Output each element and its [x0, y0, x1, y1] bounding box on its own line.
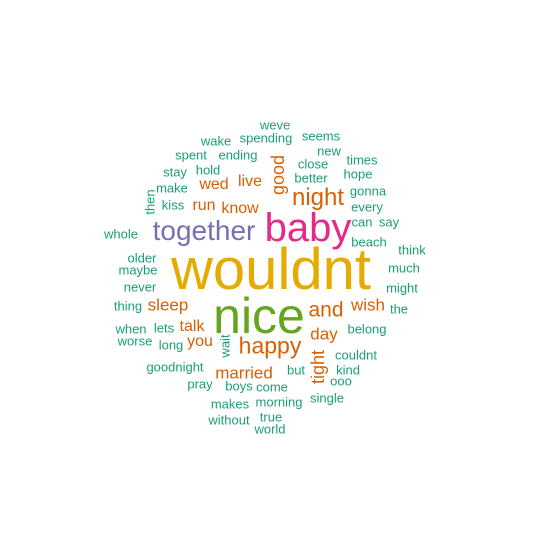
word-boys: boys [225, 378, 253, 394]
word-make: make [156, 180, 188, 196]
word-hope: hope [343, 166, 373, 182]
word-might: might [386, 280, 418, 296]
word-ending: ending [218, 147, 258, 163]
word-much: much [388, 260, 420, 276]
word-wouldnt: wouldnt [171, 237, 371, 302]
word-wait: wait [217, 334, 233, 358]
word-then: then [142, 189, 158, 215]
word-day: day [310, 324, 338, 344]
word-couldnt: couldnt [335, 347, 377, 363]
word-maybe: maybe [118, 262, 158, 278]
word-never: never [123, 279, 157, 295]
word-think: think [398, 242, 426, 258]
word-goodnight: goodnight [146, 359, 204, 375]
word-wish: wish [350, 295, 386, 315]
word-but: but [286, 362, 306, 378]
word-can: can [351, 214, 373, 230]
word-single: single [310, 390, 344, 406]
word-baby: baby [264, 206, 352, 250]
word-spending: spending [239, 130, 293, 146]
word-times: times [346, 152, 378, 168]
word-sleep: sleep [147, 295, 189, 315]
word-happy: happy [238, 332, 302, 359]
word-run: run [192, 197, 216, 214]
word-hold: hold [195, 162, 221, 178]
word-stay: stay [163, 164, 187, 180]
word-seems: seems [301, 128, 341, 144]
word-kind: kind [336, 362, 360, 378]
word-nice: nice [213, 288, 305, 344]
word-worse: worse [117, 333, 153, 349]
word-lets: lets [153, 320, 175, 336]
word-wed: wed [199, 176, 229, 193]
word-weve: weve [259, 117, 291, 133]
word-world: world [254, 421, 286, 437]
word-beach: beach [351, 234, 387, 250]
word-gonna: gonna [349, 183, 387, 199]
word-pray: pray [187, 376, 213, 392]
word-night: night [291, 184, 345, 211]
word-close: close [297, 156, 329, 172]
word-every: every [351, 199, 383, 215]
word-better: better [294, 170, 328, 186]
word-talk: talk [179, 318, 205, 335]
word-older: older [127, 250, 157, 266]
word-thing: thing [113, 298, 143, 314]
word-makes: makes [210, 396, 250, 412]
word-tight: tight [308, 349, 328, 385]
word-new: new [317, 143, 341, 159]
word-you: you [187, 333, 213, 350]
word-kiss: kiss [161, 197, 185, 213]
word-the: the [389, 301, 409, 317]
word-and: and [308, 298, 344, 322]
word-when: when [115, 321, 147, 337]
word-married: married [215, 363, 273, 383]
word-belong: belong [347, 321, 387, 337]
word-whole: whole [104, 226, 138, 242]
word-morning: morning [255, 394, 303, 410]
word-know: know [221, 200, 259, 217]
word-say: say [378, 214, 400, 230]
word-without: without [208, 412, 250, 428]
word-true: true [259, 409, 283, 425]
word-good: good [268, 154, 288, 196]
word-spent: spent [175, 147, 207, 163]
word-together: together [152, 215, 256, 246]
word-come: come [256, 379, 288, 395]
word-long: long [158, 337, 184, 353]
word-live: live [237, 173, 263, 190]
word-wake: wake [200, 133, 232, 149]
word-ooo: ooo [330, 373, 352, 389]
